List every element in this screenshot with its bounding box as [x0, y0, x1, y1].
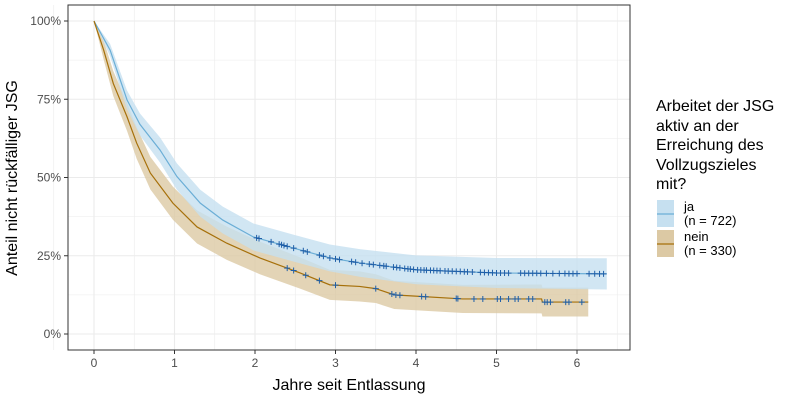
- censor-mark-nein: [422, 293, 429, 300]
- legend-title-line: Arbeitet der JSG: [656, 98, 774, 115]
- censor-mark-ja: [383, 263, 390, 270]
- censor-mark-ja: [556, 270, 563, 277]
- censor-mark-ja: [396, 264, 403, 271]
- legend-title-line: Vollzugszieles: [656, 157, 757, 174]
- censor-mark-nein: [372, 285, 379, 292]
- legend: Arbeitet der JSG aktiv an der Erreichung…: [656, 98, 774, 258]
- censor-mark-ja: [586, 270, 593, 277]
- censor-mark-nein: [578, 299, 585, 306]
- x-tick-label: 5: [493, 356, 500, 370]
- censor-mark-ja: [370, 261, 377, 268]
- censor-mark-ja: [268, 238, 275, 245]
- censor-marks: [253, 234, 607, 306]
- censor-mark-nein: [290, 267, 297, 274]
- x-axis: 0 1 2 3 4 5 6: [91, 350, 581, 370]
- x-tick-label: 2: [252, 356, 259, 370]
- censor-mark-ja: [316, 252, 323, 259]
- censor-mark-ja: [549, 270, 556, 277]
- censor-mark-nein: [396, 292, 403, 299]
- censor-mark-ja: [280, 242, 287, 249]
- censor-mark-ja: [336, 256, 343, 263]
- x-tick-label: 1: [171, 356, 178, 370]
- legend-n-ja: (n = 722): [684, 213, 736, 228]
- censor-mark-nein: [470, 295, 477, 302]
- legend-title-line: mit?: [656, 176, 686, 193]
- censor-mark-nein: [316, 277, 323, 284]
- legend-n-nein: (n = 330): [684, 243, 736, 258]
- censor-mark-ja: [332, 255, 339, 262]
- x-tick-label: 4: [413, 356, 420, 370]
- confidence-bands: [94, 21, 607, 317]
- censor-mark-ja: [300, 247, 307, 254]
- legend-title-line: Erreichung des: [656, 137, 764, 154]
- ci-band-ja: [94, 21, 607, 290]
- x-axis-label: Jahre seit Entlassung: [273, 377, 426, 394]
- censor-mark-nein: [505, 295, 512, 302]
- censor-mark-ja: [290, 245, 297, 252]
- censor-mark-ja: [600, 270, 607, 277]
- survival-line-nein: [93, 20, 589, 303]
- censor-mark-nein: [515, 295, 522, 302]
- censor-mark-ja: [256, 235, 263, 242]
- y-axis: 0% 25% 50% 75% 100%: [30, 14, 68, 341]
- censor-mark-nein: [332, 282, 339, 289]
- censor-mark-nein: [565, 299, 572, 306]
- censor-mark-nein: [547, 299, 554, 306]
- censor-mark-nein: [497, 295, 504, 302]
- censor-mark-ja: [469, 269, 476, 276]
- y-tick-label: 75%: [37, 92, 61, 106]
- censor-mark-ja: [320, 253, 327, 260]
- legend-label-nein: nein: [684, 229, 709, 244]
- x-tick-label: 6: [574, 356, 581, 370]
- censor-mark-ja: [326, 254, 333, 261]
- censor-mark-ja: [284, 243, 291, 250]
- censor-mark-ja: [304, 248, 311, 255]
- censor-mark-ja: [537, 270, 544, 277]
- legend-label-ja: ja: [683, 199, 695, 214]
- censor-mark-nein: [479, 295, 486, 302]
- censor-mark-ja: [352, 259, 359, 266]
- censor-mark-ja: [543, 270, 550, 277]
- y-axis-label: Anteil nicht rückfälliger JSG: [4, 80, 21, 276]
- x-tick-label: 3: [332, 356, 339, 370]
- y-tick-label: 0%: [44, 327, 62, 341]
- y-tick-label: 50%: [37, 171, 61, 185]
- censor-mark-nein: [529, 295, 536, 302]
- censor-mark-ja: [505, 270, 512, 277]
- legend-title-line: aktiv an der: [656, 118, 739, 135]
- censor-mark-nein: [284, 265, 291, 272]
- censor-mark-ja: [348, 258, 355, 265]
- censor-mark-nein: [388, 291, 395, 298]
- censor-mark-nein: [454, 295, 461, 302]
- y-tick-label: 25%: [37, 249, 61, 263]
- ci-band-nein: [94, 21, 589, 317]
- x-tick-label: 0: [91, 356, 98, 370]
- censor-mark-ja: [359, 260, 366, 267]
- y-tick-label: 100%: [30, 14, 61, 28]
- censor-mark-ja: [574, 270, 580, 277]
- censor-mark-nein: [302, 272, 309, 279]
